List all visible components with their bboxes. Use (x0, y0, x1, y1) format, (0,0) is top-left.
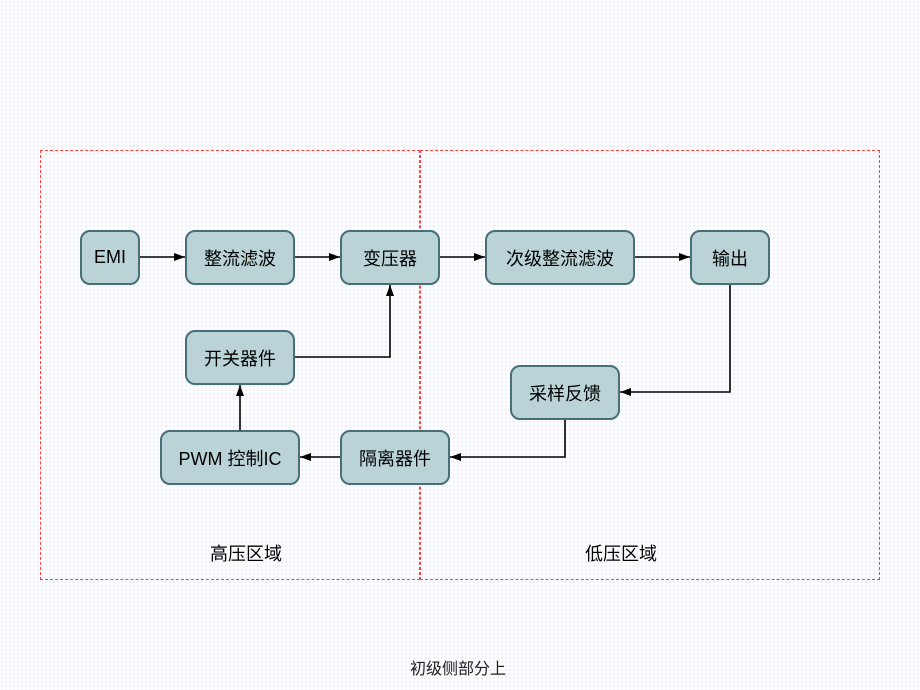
node-switch: 开关器件 (185, 330, 295, 385)
node-sec-rect: 次级整流滤波 (485, 230, 635, 285)
node-iso: 隔离器件 (340, 430, 450, 485)
lv-label: 低压区域 (585, 540, 657, 566)
region-lv (420, 150, 880, 580)
node-emi: EMI (80, 230, 140, 285)
hv-label: 高压区域 (210, 540, 282, 566)
node-out: 输出 (690, 230, 770, 285)
node-feedback: 采样反馈 (510, 365, 620, 420)
node-xfmr: 变压器 (340, 230, 440, 285)
footer-caption: 初级侧部分上 (410, 655, 506, 679)
node-pwm: PWM 控制IC (160, 430, 300, 485)
diagram-area: 高压区域 低压区域 EMI 整流滤波变压器次级整流滤波输出开关器件采样反馈 PWM 控制… (0, 0, 920, 690)
node-rect: 整流滤波 (185, 230, 295, 285)
